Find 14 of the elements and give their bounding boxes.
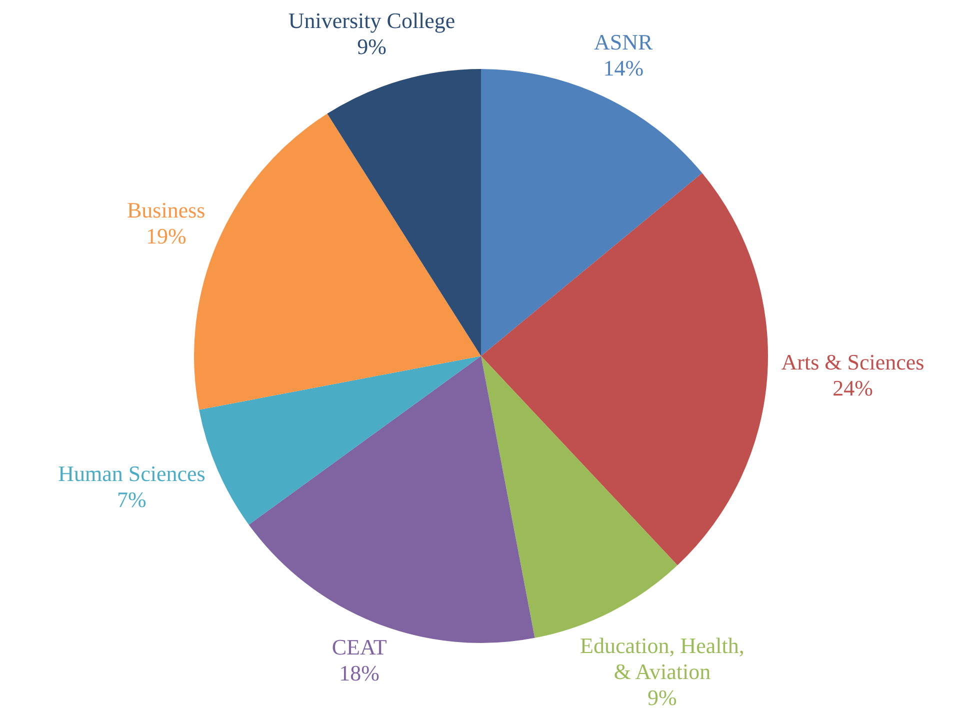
data-label: 14% xyxy=(603,55,644,80)
data-label: 9% xyxy=(357,34,386,60)
data-label: 19% xyxy=(146,224,186,249)
slice-label: CEAT xyxy=(332,634,388,660)
data-label: 9% xyxy=(648,684,677,710)
slice-label: University College xyxy=(288,8,456,34)
data-label: 7% xyxy=(117,487,146,512)
slice-label: Education, Health, & Aviation xyxy=(580,632,744,684)
slice-label: Business xyxy=(126,198,206,223)
data-label: 24% xyxy=(832,375,873,400)
slice-label: ASNR xyxy=(594,29,654,54)
slice-label: Arts & Sciences xyxy=(781,349,924,374)
data-label: 18% xyxy=(339,660,380,686)
slice-label: Human Sciences xyxy=(58,461,206,486)
